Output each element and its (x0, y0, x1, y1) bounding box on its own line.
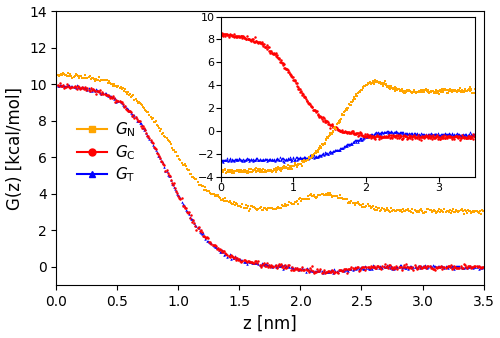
Y-axis label: G(z) [kcal/mol]: G(z) [kcal/mol] (6, 87, 24, 210)
Legend: $G_\mathsf{N}$, $G_\mathsf{C}$, $G_\mathsf{T}$: $G_\mathsf{N}$, $G_\mathsf{C}$, $G_\math… (77, 121, 136, 184)
X-axis label: z [nm]: z [nm] (243, 314, 297, 333)
